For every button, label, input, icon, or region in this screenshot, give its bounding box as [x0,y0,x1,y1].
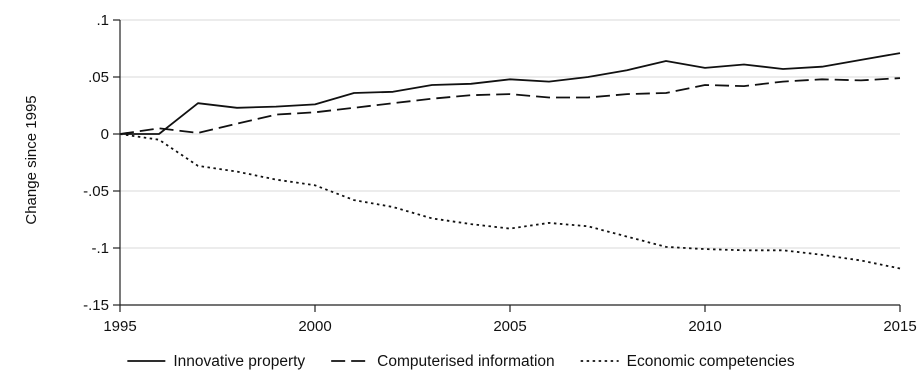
y-tick-label: -.05 [83,183,109,200]
x-tick-label: 2000 [298,318,331,335]
series-line-0 [120,52,901,135]
x-tick-label: 2015 [883,318,916,335]
legend-label-0: Innovative property [173,353,305,370]
series-line-2 [119,133,901,270]
series-line-1 [119,77,901,135]
y-tick-label: 0 [101,126,109,143]
x-tick-label: 1995 [103,318,136,335]
legend-label-1: Computerised information [377,353,554,370]
legend-label-2: Economic competencies [627,353,795,370]
legend: Innovative property Computerised informat… [127,353,795,370]
x-tick-label: 2010 [688,318,721,335]
y-tick-label: .05 [88,69,109,86]
series-lines [119,52,901,270]
axes: .1 .05 0 -.05 -.1 -.15 1995 2000 2005 2010 2015 [83,12,917,335]
gridlines [120,19,900,306]
x-tick-label: 2005 [493,318,526,335]
y-tick-label: -.1 [91,240,109,257]
y-tick-label: -.15 [83,297,109,314]
y-axis-title: Change since 1995 [23,95,40,224]
y-tick-label: .1 [96,12,109,29]
